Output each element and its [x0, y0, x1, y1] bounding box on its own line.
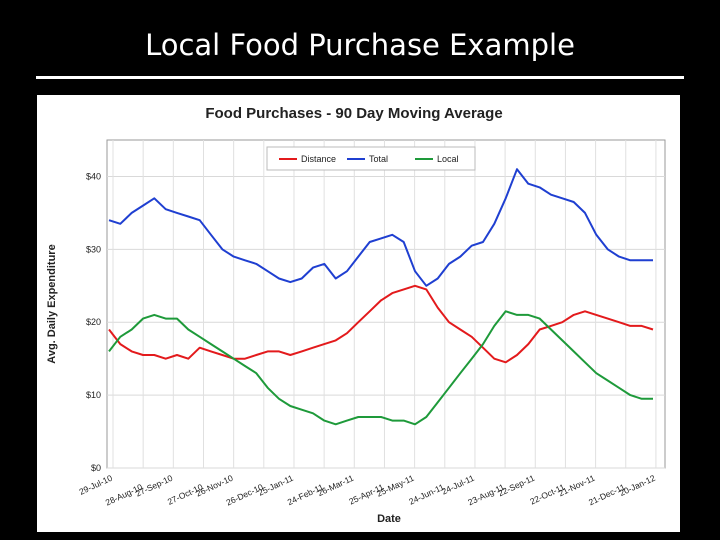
line-chart: Food Purchases - 90 Day Moving Average $…: [46, 105, 666, 525]
x-axis-ticks: 29-Jul-1028-Aug-1027-Sep-1027-Oct-1026-N…: [78, 473, 658, 508]
legend-label: Distance: [301, 154, 336, 164]
series-line-local: [108, 310, 653, 426]
legend-label: Total: [369, 154, 388, 164]
x-axis-label: Date: [377, 513, 401, 525]
x-tick-label: 24-Jul-11: [440, 473, 476, 497]
x-tick-label: 29-Jul-10: [78, 473, 115, 497]
x-tick-label: 26-Nov-10: [194, 473, 234, 499]
legend: Distance Total Local: [266, 146, 476, 171]
series-line-distance: [108, 284, 654, 364]
legend-box: [266, 146, 476, 171]
x-tick-label: 27-Sep-10: [134, 473, 174, 499]
plot-area: [106, 139, 666, 469]
x-tick-label: 21-Nov-11: [557, 473, 597, 499]
x-tick-label: 25-Jan-11: [256, 473, 295, 498]
y-tick-label: $40: [86, 171, 101, 181]
y-axis-ticks: $0 $10 $20 $30 $40: [86, 171, 101, 473]
y-tick-label: $30: [86, 244, 101, 254]
x-tick-label: 22-Sep-11: [496, 473, 536, 499]
x-tick-label: 24-Jun-11: [407, 482, 446, 507]
grid-lines: [107, 140, 665, 469]
chart-panel: Food Purchases - 90 Day Moving Average $…: [37, 95, 680, 532]
x-tick-label: 20-Jan-12: [618, 473, 657, 498]
series-lines: [108, 168, 654, 426]
chart-title: Food Purchases - 90 Day Moving Average: [205, 105, 502, 122]
legend-label: Local: [437, 154, 459, 164]
y-axis-label: Avg. Daily Expenditure: [46, 244, 58, 363]
y-tick-label: $20: [86, 317, 101, 327]
slide-title: Local Food Purchase Example: [145, 28, 575, 62]
y-tick-label: $10: [86, 390, 101, 400]
series-line-total: [108, 168, 653, 287]
title-divider: [36, 76, 684, 79]
x-tick-label: 26-Mar-11: [316, 473, 355, 498]
y-tick-label: $0: [91, 463, 101, 473]
